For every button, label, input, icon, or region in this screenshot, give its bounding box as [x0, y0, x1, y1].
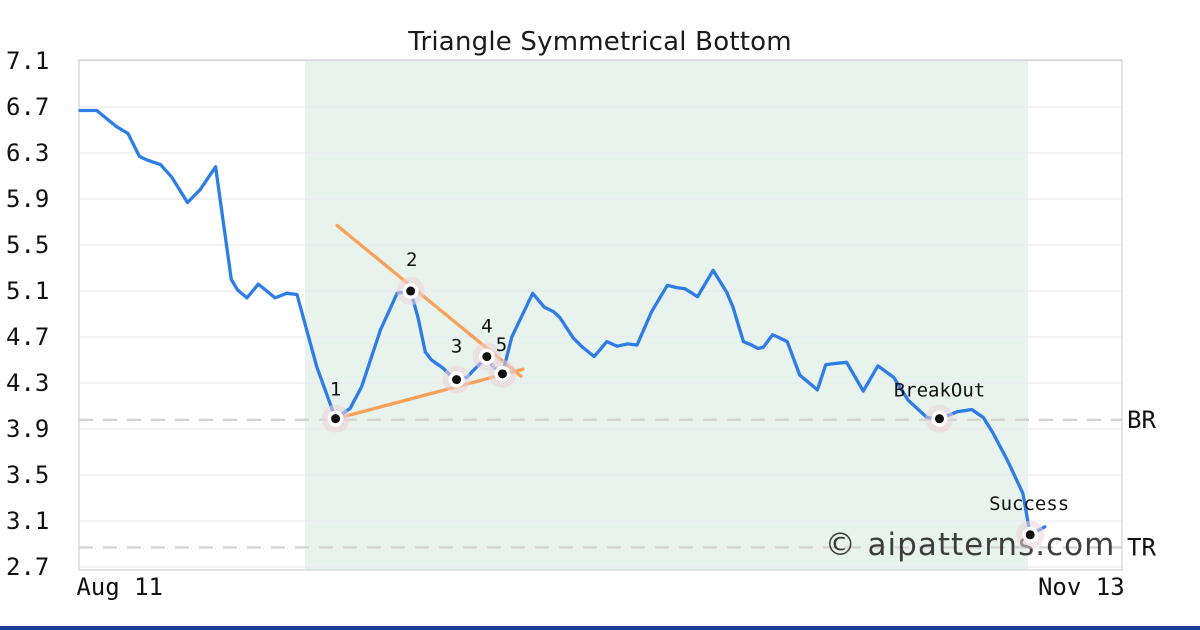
marker-dot: [934, 414, 944, 424]
marker-2: 2: [396, 249, 425, 306]
plot-border: [78, 59, 1123, 571]
y-tick-label: 3.5: [6, 461, 49, 489]
price-line: [78, 108, 1047, 537]
y-tick-label: 4.7: [6, 323, 49, 351]
marker-success: Success: [989, 493, 1069, 549]
y-tick-label: 6.3: [6, 139, 49, 167]
gridlines: [79, 60, 1122, 568]
watermark: © aipatterns.com: [825, 527, 1116, 563]
y-tick-label: 7.1: [6, 47, 49, 75]
level-label-tr: TR: [1127, 533, 1156, 561]
marker-1: 1: [321, 379, 350, 433]
marker-dot: [1025, 530, 1035, 540]
y-tick-label: 4.3: [6, 369, 49, 397]
chart-title: Triangle Symmetrical Bottom: [408, 27, 792, 57]
y-tick-label: 6.7: [6, 93, 49, 121]
marker-label: Success: [989, 493, 1069, 515]
marker-dot: [497, 369, 507, 379]
marker-label: 4: [481, 316, 492, 338]
x-tick-label: Nov 13: [1038, 573, 1125, 601]
marker-label: 5: [496, 334, 507, 356]
y-tick-label: 2.7: [6, 553, 49, 581]
marker-5: 5: [488, 334, 517, 388]
marker-label: 1: [330, 379, 341, 401]
marker-dot: [331, 414, 341, 424]
x-tick-label: Aug 11: [76, 573, 163, 601]
marker-label: 2: [406, 249, 417, 271]
pattern-shade-region: [305, 60, 1029, 570]
marker-dot: [452, 375, 462, 385]
marker-label: 3: [451, 336, 462, 358]
y-tick-label: 3.9: [6, 415, 49, 443]
marker-3: 3: [442, 336, 471, 394]
y-tick-label: 5.9: [6, 185, 49, 213]
marker-dot: [482, 352, 492, 362]
y-tick-label: 3.1: [6, 507, 49, 535]
y-tick-label: 5.5: [6, 231, 49, 259]
level-label-br: BR: [1127, 406, 1156, 434]
y-tick-label: 5.1: [6, 277, 49, 305]
footer-accent-bar: [0, 626, 1200, 630]
marker-dot: [406, 286, 416, 296]
marker-breakout: BreakOut: [894, 380, 986, 433]
marker-label: BreakOut: [894, 380, 986, 402]
